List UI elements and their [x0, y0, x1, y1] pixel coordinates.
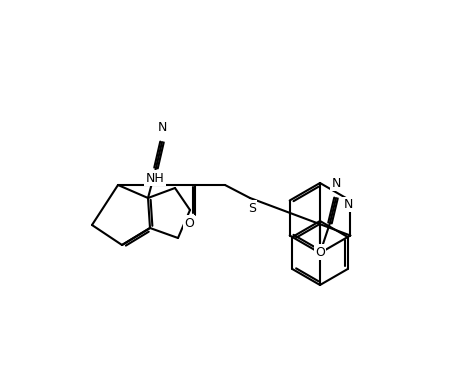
- Text: O: O: [184, 217, 194, 230]
- Text: N: N: [331, 177, 341, 190]
- Text: NH: NH: [146, 172, 164, 184]
- Text: N: N: [344, 198, 353, 211]
- Text: N: N: [157, 121, 167, 134]
- Text: S: S: [248, 201, 256, 214]
- Text: O: O: [315, 245, 325, 259]
